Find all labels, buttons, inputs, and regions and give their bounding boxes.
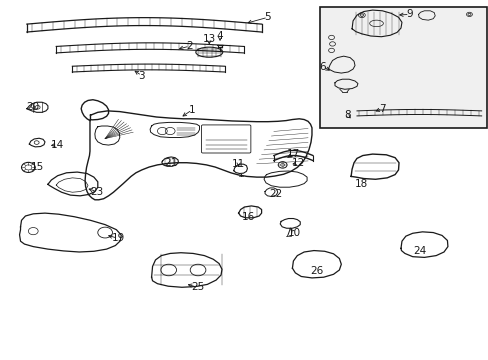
- Text: 2: 2: [186, 41, 193, 51]
- Text: 13: 13: [202, 34, 216, 44]
- Text: 8: 8: [343, 110, 350, 120]
- Text: 14: 14: [51, 140, 64, 150]
- Text: 17: 17: [286, 149, 300, 159]
- Text: 11: 11: [231, 159, 245, 169]
- Text: 20: 20: [27, 102, 40, 112]
- Text: 9: 9: [406, 9, 412, 19]
- Text: 19: 19: [111, 233, 125, 243]
- Text: 22: 22: [269, 189, 283, 199]
- Text: 10: 10: [287, 228, 300, 238]
- Text: 16: 16: [241, 212, 255, 222]
- Text: 18: 18: [354, 179, 368, 189]
- Text: 3: 3: [138, 71, 145, 81]
- Text: 26: 26: [309, 266, 323, 276]
- Text: 5: 5: [264, 12, 271, 22]
- Text: 23: 23: [90, 186, 103, 197]
- Text: 6: 6: [319, 62, 325, 72]
- Text: 1: 1: [188, 105, 195, 115]
- Bar: [320, 7, 486, 128]
- Text: 24: 24: [412, 246, 426, 256]
- Text: 7: 7: [378, 104, 385, 114]
- Text: 25: 25: [190, 282, 204, 292]
- Text: 4: 4: [216, 31, 223, 41]
- Text: 15: 15: [30, 162, 44, 172]
- Text: 12: 12: [291, 158, 305, 168]
- Text: 21: 21: [164, 158, 178, 168]
